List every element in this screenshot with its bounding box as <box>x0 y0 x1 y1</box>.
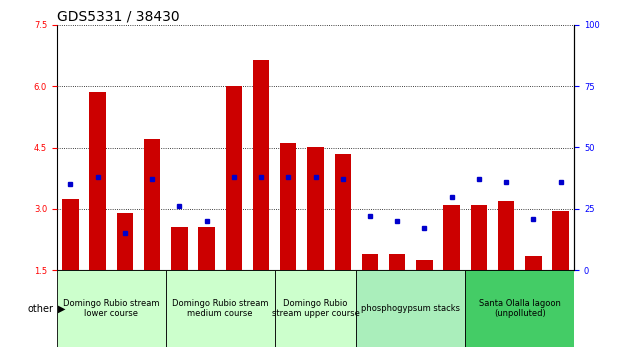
Bar <box>416 260 433 270</box>
Bar <box>525 256 541 270</box>
Bar <box>274 270 357 347</box>
Bar <box>357 270 465 347</box>
Bar <box>62 199 79 270</box>
Text: Domingo Rubio stream
lower course: Domingo Rubio stream lower course <box>63 299 160 318</box>
Bar <box>389 254 405 270</box>
Bar <box>226 86 242 270</box>
Bar <box>166 270 274 347</box>
Text: ▶: ▶ <box>58 304 66 314</box>
Bar <box>198 227 215 270</box>
Bar <box>307 148 324 270</box>
Bar <box>90 92 106 270</box>
Text: Domingo Rubio
stream upper course: Domingo Rubio stream upper course <box>271 299 360 318</box>
Bar <box>465 270 574 347</box>
Bar <box>171 227 187 270</box>
Bar <box>498 201 514 270</box>
Bar <box>144 139 160 270</box>
Bar <box>334 154 351 270</box>
Bar <box>552 211 569 270</box>
Bar <box>253 59 269 270</box>
Bar <box>117 213 133 270</box>
Text: phosphogypsum stacks: phosphogypsum stacks <box>362 304 460 313</box>
Bar <box>57 270 166 347</box>
Text: GDS5331 / 38430: GDS5331 / 38430 <box>57 10 179 24</box>
Text: Domingo Rubio stream
medium course: Domingo Rubio stream medium course <box>172 299 268 318</box>
Text: other: other <box>28 304 54 314</box>
Text: Santa Olalla lagoon
(unpolluted): Santa Olalla lagoon (unpolluted) <box>479 299 561 318</box>
Bar <box>444 205 460 270</box>
Bar <box>362 254 378 270</box>
Bar <box>280 143 297 270</box>
Bar <box>471 205 487 270</box>
